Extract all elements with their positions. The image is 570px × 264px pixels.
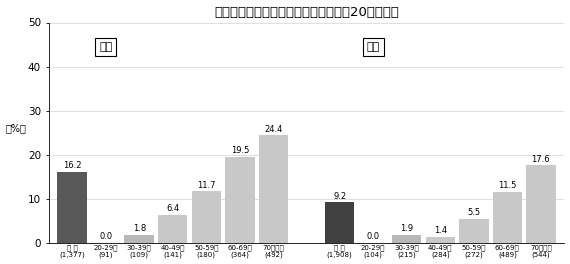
Y-axis label: （%）: （%）: [6, 123, 26, 133]
Bar: [192, 191, 221, 243]
Bar: [259, 135, 288, 243]
Text: 女性: 女性: [367, 42, 380, 52]
Text: 24.4: 24.4: [264, 125, 283, 134]
Text: 1.4: 1.4: [434, 226, 447, 235]
Bar: [225, 157, 255, 243]
Text: 6.4: 6.4: [166, 204, 180, 213]
Text: 17.6: 17.6: [532, 155, 550, 164]
Bar: [426, 237, 455, 243]
Text: 1.8: 1.8: [133, 224, 146, 233]
Text: 5.5: 5.5: [467, 208, 481, 217]
Text: 1.9: 1.9: [400, 224, 413, 233]
Text: 男性: 男性: [99, 42, 112, 52]
Bar: [325, 202, 355, 243]
Text: 0.0: 0.0: [99, 232, 112, 241]
Bar: [158, 215, 188, 243]
Bar: [526, 165, 556, 243]
Text: 11.7: 11.7: [197, 181, 215, 190]
Bar: [492, 192, 522, 243]
Text: 9.2: 9.2: [333, 192, 346, 201]
Title: 「糖尿病が強く疑われる者」の割合（20歳以上）: 「糖尿病が強く疑われる者」の割合（20歳以上）: [214, 6, 399, 18]
Text: 0.0: 0.0: [367, 232, 380, 241]
Bar: [124, 235, 154, 243]
Bar: [392, 235, 421, 243]
Bar: [58, 172, 87, 243]
Text: 19.5: 19.5: [231, 146, 249, 155]
Bar: [459, 219, 488, 243]
Text: 16.2: 16.2: [63, 161, 82, 170]
Text: 11.5: 11.5: [498, 181, 516, 191]
